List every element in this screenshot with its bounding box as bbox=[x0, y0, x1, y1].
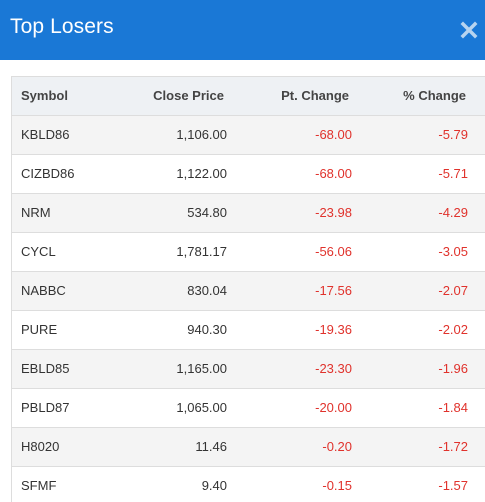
column-header-close-price[interactable]: Close Price bbox=[153, 88, 224, 103]
symbol-cell: EBLD85 bbox=[21, 361, 70, 376]
symbol-cell: H8020 bbox=[21, 439, 60, 454]
close-price-cell: 9.40 bbox=[201, 478, 227, 493]
pct-change-cell: -4.29 bbox=[438, 205, 468, 220]
symbol-cell: PURE bbox=[21, 322, 58, 337]
close-price-cell: 1,065.00 bbox=[176, 400, 227, 415]
pct-change-cell: -2.02 bbox=[438, 322, 468, 337]
close-price-cell: 830.04 bbox=[187, 283, 227, 298]
pt-change-cell: -0.20 bbox=[322, 439, 352, 454]
close-price-cell: 1,165.00 bbox=[176, 361, 227, 376]
pct-change-cell: -5.71 bbox=[438, 166, 468, 181]
modal-title: Top Losers bbox=[10, 15, 114, 38]
symbol-cell: NABBC bbox=[21, 283, 66, 298]
column-header-symbol[interactable]: Symbol bbox=[21, 88, 68, 103]
table-row[interactable]: SFMF 9.40 -0.15 -1.57 bbox=[12, 467, 485, 502]
pt-change-cell: -68.00 bbox=[315, 166, 352, 181]
pt-change-cell: -0.15 bbox=[322, 478, 352, 493]
close-price-cell: 534.80 bbox=[187, 205, 227, 220]
column-header-pt-change[interactable]: Pt. Change bbox=[281, 88, 349, 103]
table-row[interactable]: CYCL 1,781.17 -56.06 -3.05 bbox=[12, 233, 485, 272]
close-price-cell: 11.46 bbox=[195, 439, 227, 454]
pct-change-cell: -1.96 bbox=[438, 361, 468, 376]
pt-change-cell: -68.00 bbox=[315, 127, 352, 142]
close-icon[interactable] bbox=[459, 20, 479, 40]
pt-change-cell: -56.06 bbox=[315, 244, 352, 259]
symbol-cell: SFMF bbox=[21, 478, 57, 493]
modal-header: Top Losers bbox=[0, 0, 485, 60]
column-header-pct-change[interactable]: % Change bbox=[403, 88, 466, 103]
pt-change-cell: -19.36 bbox=[315, 322, 352, 337]
pct-change-cell: -5.79 bbox=[438, 127, 468, 142]
symbol-cell: CIZBD86 bbox=[21, 166, 75, 181]
pct-change-cell: -1.57 bbox=[438, 478, 468, 493]
close-price-cell: 1,781.17 bbox=[176, 244, 227, 259]
table-row[interactable]: NRM 534.80 -23.98 -4.29 bbox=[12, 194, 485, 233]
table-row[interactable]: PURE 940.30 -19.36 -2.02 bbox=[12, 311, 485, 350]
close-price-cell: 1,122.00 bbox=[176, 166, 227, 181]
close-price-cell: 940.30 bbox=[187, 322, 227, 337]
pct-change-cell: -1.72 bbox=[438, 439, 468, 454]
pt-change-cell: -20.00 bbox=[315, 400, 352, 415]
pt-change-cell: -23.98 bbox=[315, 205, 352, 220]
pt-change-cell: -17.56 bbox=[315, 283, 352, 298]
symbol-cell: PBLD87 bbox=[21, 400, 70, 415]
table-row[interactable]: CIZBD86 1,122.00 -68.00 -5.71 bbox=[12, 155, 485, 194]
table-row[interactable]: EBLD85 1,165.00 -23.30 -1.96 bbox=[12, 350, 485, 389]
symbol-cell: KBLD86 bbox=[21, 127, 70, 142]
symbol-cell: NRM bbox=[21, 205, 51, 220]
top-losers-table: Symbol Close Price Pt. Change % Change K… bbox=[11, 76, 485, 502]
pt-change-cell: -23.30 bbox=[315, 361, 352, 376]
table-row[interactable]: NABBC 830.04 -17.56 -2.07 bbox=[12, 272, 485, 311]
table-header-row: Symbol Close Price Pt. Change % Change bbox=[12, 77, 485, 116]
symbol-cell: CYCL bbox=[21, 244, 56, 259]
pct-change-cell: -3.05 bbox=[438, 244, 468, 259]
pct-change-cell: -2.07 bbox=[438, 283, 468, 298]
table-row[interactable]: H8020 11.46 -0.20 -1.72 bbox=[12, 428, 485, 467]
close-price-cell: 1,106.00 bbox=[176, 127, 227, 142]
table-row[interactable]: PBLD87 1,065.00 -20.00 -1.84 bbox=[12, 389, 485, 428]
table-row[interactable]: KBLD86 1,106.00 -68.00 -5.79 bbox=[12, 116, 485, 155]
pct-change-cell: -1.84 bbox=[438, 400, 468, 415]
